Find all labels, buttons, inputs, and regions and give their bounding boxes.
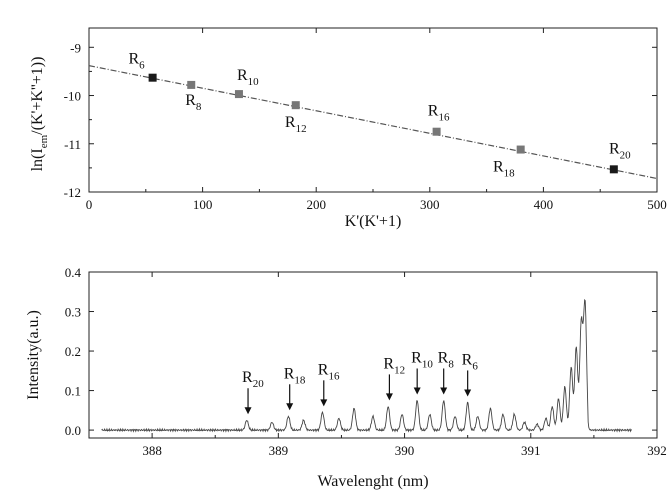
top-y-tick-label: -12 — [64, 185, 81, 200]
top-x-axis-label: K'(K'+1) — [345, 213, 402, 230]
bottom-y-tick-label: 0.0 — [65, 423, 81, 438]
top-y-tick-label: -11 — [64, 137, 81, 152]
arrow-head-r10 — [413, 387, 421, 395]
annotation-label-r16: R16 — [318, 361, 340, 382]
bottom-y-tick-label: 0.4 — [65, 265, 82, 280]
top-y-tick-label: -10 — [64, 89, 81, 104]
annotation-label-r6: R6 — [462, 351, 479, 372]
annotation-label-r10: R10 — [411, 349, 433, 370]
arrow-head-r12 — [385, 393, 393, 401]
data-point-r10 — [234, 90, 243, 99]
point-label-r6: R6 — [128, 51, 145, 72]
bottom-x-tick-label: 388 — [142, 443, 162, 458]
top-x-tick-label: 100 — [193, 197, 213, 212]
top-x-tick-label: 400 — [534, 197, 554, 212]
data-point-r12 — [291, 101, 300, 110]
annotation-label-r8: R8 — [438, 349, 455, 370]
bottom-x-tick-label: 389 — [269, 443, 289, 458]
arrow-head-r8 — [440, 387, 448, 395]
point-label-r10: R10 — [237, 67, 259, 88]
arrow-head-r6 — [464, 389, 472, 397]
bottom-y-axis-label: Intensity(a.u.) — [25, 310, 42, 400]
data-point-r6 — [148, 73, 157, 82]
spectrum-line — [101, 298, 633, 433]
data-point-r8 — [187, 80, 196, 89]
bottom-x-tick-label: 390 — [395, 443, 415, 458]
point-label-r16: R16 — [428, 103, 450, 124]
top-panel-chart: 0 100 200 300 400 500 -12 -11 -10 -9 R6 R8 R10 R12 R16… — [29, 27, 667, 230]
data-point-r16 — [432, 127, 441, 136]
top-x-tick-label: 500 — [647, 197, 667, 212]
data-point-r20 — [609, 165, 618, 174]
point-label-r18: R18 — [493, 159, 515, 180]
annotation-label-r12: R12 — [383, 355, 405, 376]
bottom-x-tick-label: 391 — [521, 443, 541, 458]
bottom-y-tick-label: 0.1 — [65, 384, 81, 399]
top-x-tick-label: 0 — [86, 197, 93, 212]
annotation-label-r20: R20 — [242, 369, 264, 390]
point-label-r8: R8 — [185, 92, 202, 113]
arrow-head-r16 — [320, 399, 328, 407]
bottom-plot-frame — [88, 271, 658, 439]
point-label-r20: R20 — [609, 140, 631, 161]
bottom-x-axis-label: Wavelenght (nm) — [317, 473, 428, 490]
point-label-r12: R12 — [285, 114, 307, 135]
fit-line — [88, 65, 658, 180]
bottom-x-tick-label: 392 — [647, 443, 667, 458]
top-x-tick-label: 300 — [420, 197, 440, 212]
bottom-y-tick-label: 0.3 — [65, 305, 81, 320]
bottom-y-tick-label: 0.2 — [65, 344, 81, 359]
arrow-head-r18 — [286, 403, 294, 411]
annotation-label-r18: R18 — [284, 365, 306, 386]
arrow-head-r20 — [244, 407, 252, 415]
top-x-tick-label: 200 — [306, 197, 326, 212]
top-y-tick-label: -9 — [70, 40, 81, 55]
top-plot-frame — [88, 27, 658, 193]
top-y-axis-label: ln(Iem/(K'+K''+1)) — [29, 57, 50, 172]
data-point-r18 — [516, 145, 525, 154]
bottom-panel-chart: 388 389 390 391 392 0.0 0.1 0.2 0.3 0.4 R20 R18 R16 R… — [25, 265, 667, 490]
